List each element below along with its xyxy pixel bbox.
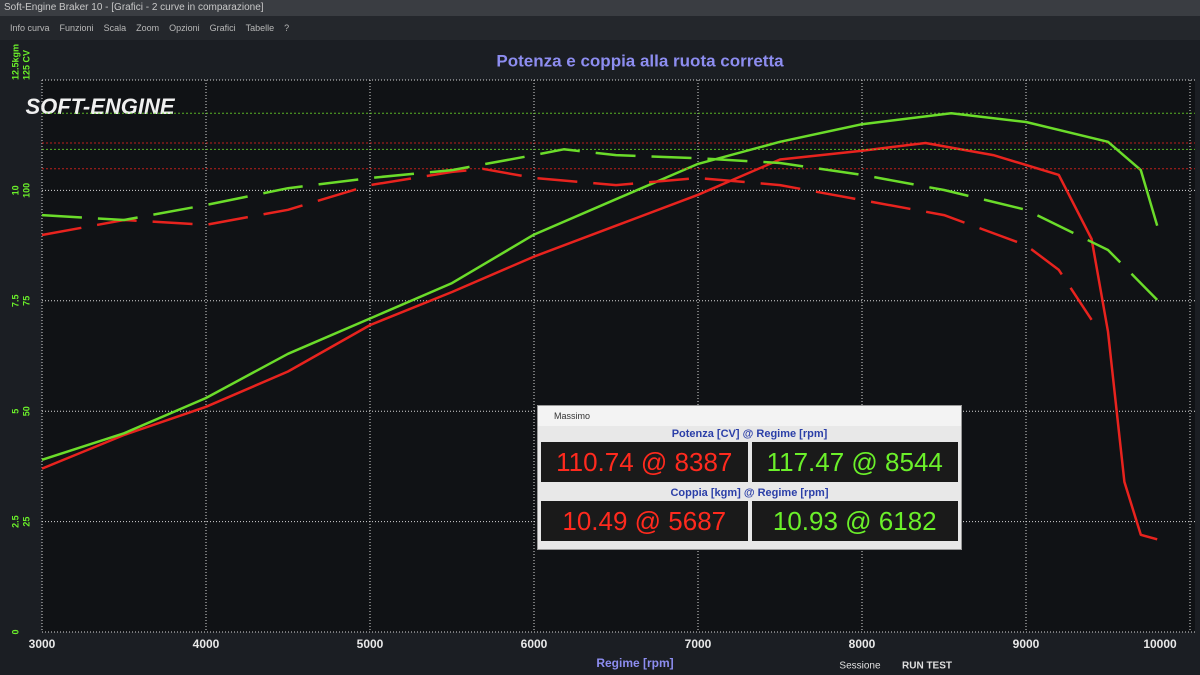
power-max-red: 110.74 @ 8387 bbox=[541, 442, 748, 482]
x-tick-label: 8000 bbox=[849, 637, 876, 651]
window-title: Soft-Engine Braker 10 - [Grafici - 2 cur… bbox=[0, 0, 1200, 16]
x-tick-label: 6000 bbox=[521, 637, 548, 651]
max-popup: Massimo Potenza [CV] @ Regime [rpm] 110.… bbox=[537, 405, 962, 550]
menu-item[interactable]: ? bbox=[284, 23, 290, 33]
menu-item[interactable]: Scala bbox=[103, 23, 127, 33]
power-header: Potenza [CV] @ Regime [rpm] bbox=[671, 428, 828, 440]
menu-bar: Info curva Funzioni Scala Zoom Opzioni Grafic… bbox=[0, 16, 1200, 40]
x-axis-label: Regime [rpm] bbox=[596, 656, 673, 670]
y-tick-label: 0 bbox=[10, 629, 20, 634]
y-tick-label: 10 bbox=[10, 185, 20, 195]
y-tick-label: 2.5 bbox=[10, 515, 20, 528]
y2-tick-label: 75 bbox=[21, 296, 31, 306]
y2-tick-label: 25 bbox=[21, 517, 31, 527]
popup-title: Massimo bbox=[538, 406, 961, 426]
y2-tick-label: 125 CV bbox=[21, 50, 31, 80]
x-tick-label: 10000 bbox=[1143, 637, 1177, 651]
x-tick-label: 9000 bbox=[1013, 637, 1040, 651]
menu-item[interactable]: Opzioni bbox=[169, 23, 200, 33]
x-tick-label: 4000 bbox=[193, 637, 220, 651]
torque-curve bbox=[41, 167, 1093, 321]
menu-item[interactable]: Info curva bbox=[10, 23, 50, 33]
torque-header: Coppia [kgm] @ Regime [rpm] bbox=[670, 487, 829, 499]
menu-item[interactable]: Funzioni bbox=[59, 23, 94, 33]
session-label: Sessione bbox=[839, 661, 881, 672]
menu-item[interactable]: Zoom bbox=[136, 23, 160, 33]
chart-title: Potenza e coppia alla ruota corretta bbox=[496, 51, 784, 70]
x-tick-label: 3000 bbox=[29, 637, 56, 651]
session-value: RUN TEST bbox=[902, 661, 952, 672]
torque-max-green: 10.93 @ 6182 bbox=[751, 501, 958, 541]
y2-tick-label: 50 bbox=[21, 406, 31, 416]
x-tick-label: 7000 bbox=[685, 637, 712, 651]
y-tick-label: 7.5 bbox=[10, 295, 20, 308]
menu-item[interactable]: Tabelle bbox=[245, 23, 275, 33]
y-tick-label: 12.5kgm bbox=[10, 44, 20, 80]
torque-max-red: 10.49 @ 5687 bbox=[541, 501, 748, 541]
logo: SOFT-ENGINE bbox=[25, 94, 175, 119]
menu-item[interactable]: Grafici bbox=[209, 23, 236, 33]
x-tick-label: 5000 bbox=[357, 637, 384, 651]
y2-tick-label: 100 bbox=[21, 183, 31, 198]
y-tick-label: 5 bbox=[10, 409, 20, 414]
power-max-green: 117.47 @ 8544 bbox=[751, 442, 958, 482]
torque-curve bbox=[41, 148, 1159, 301]
power-curve bbox=[41, 141, 1158, 541]
